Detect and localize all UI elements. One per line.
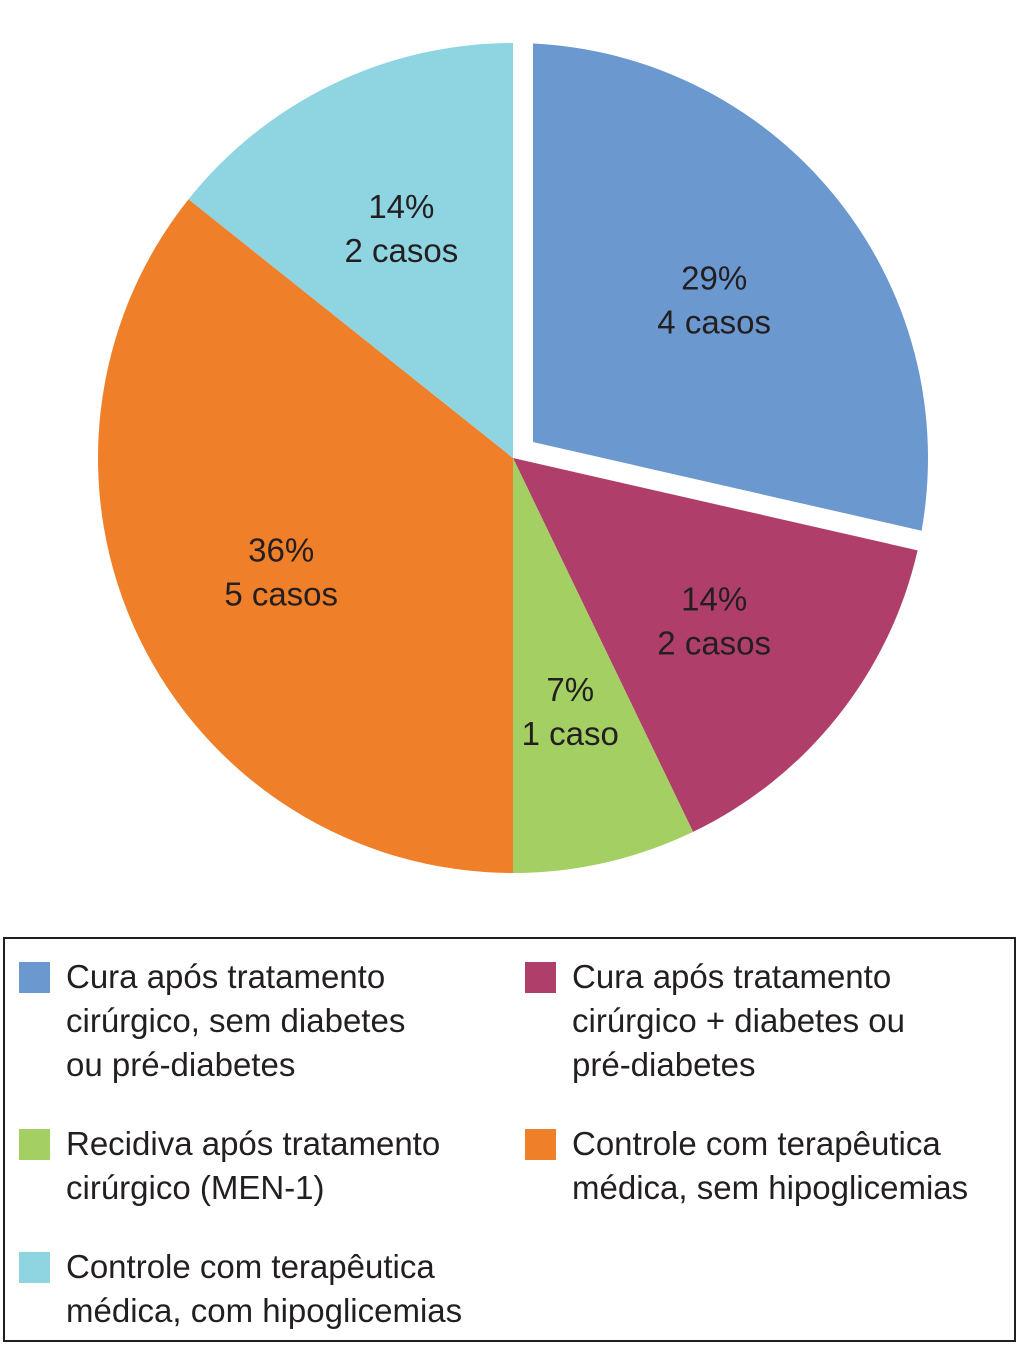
slice-percent-label: 7% [546,671,594,708]
slice-label-4: 36% 5 casos [224,532,338,613]
pie-slice-1 [513,43,928,551]
legend-swatch [19,1252,50,1283]
slice-label-3: 7% 1 caso [522,671,619,752]
pie-chart: 29% 4 casos 14% 2 casos 7% 1 caso 36% 5 casos 14… [97,43,928,874]
pie-slice-3 [513,458,694,873]
legend-label: Cura após tratamento cirúrgico, sem diab… [66,958,406,1083]
slice-label-2: 14% 2 casos [657,580,771,661]
legend-swatch [19,1129,50,1160]
legend-swatch [19,962,50,993]
legend-item: Controle com terapêutica médica, com hip… [19,1245,462,1333]
slice-label-1: 29% 4 casos [657,260,771,341]
legend-item: Cura após tratamento cirúrgico + diabete… [525,955,905,1087]
slice-percent-label: 14% [368,188,434,225]
legend-label: Recidiva após tratamento cirúrgico (MEN-… [66,1125,441,1206]
pie-slice-4 [97,199,513,874]
slice-count-label: 5 casos [224,576,338,613]
slice-percent-label: 36% [248,532,314,569]
slice-percent-label: 29% [681,260,747,297]
legend-item: Controle com terapêutica médica, sem hip… [525,1122,968,1210]
legend-label: Controle com terapêutica médica, com hip… [66,1248,463,1329]
legend-item: Cura após tratamento cirúrgico, sem diab… [19,955,405,1087]
pie-slice-2 [513,458,918,832]
pie-slice-5 [188,43,514,458]
legend-label: Cura após tratamento cirúrgico + diabete… [572,958,905,1083]
slice-count-label: 4 casos [657,304,771,341]
slice-label-5: 14% 2 casos [344,188,458,269]
legend-label: Controle com terapêutica médica, sem hip… [572,1125,969,1206]
legend-swatch [525,1129,556,1160]
slice-count-label: 2 casos [657,624,771,661]
legend-swatch [525,962,556,993]
legend-item: Recidiva após tratamento cirúrgico (MEN-… [19,1122,440,1210]
slice-count-label: 1 caso [522,715,619,752]
slice-count-label: 2 casos [344,232,458,269]
legend: Cura após tratamento cirúrgico, sem diab… [3,937,1016,1342]
slice-percent-label: 14% [681,580,747,617]
